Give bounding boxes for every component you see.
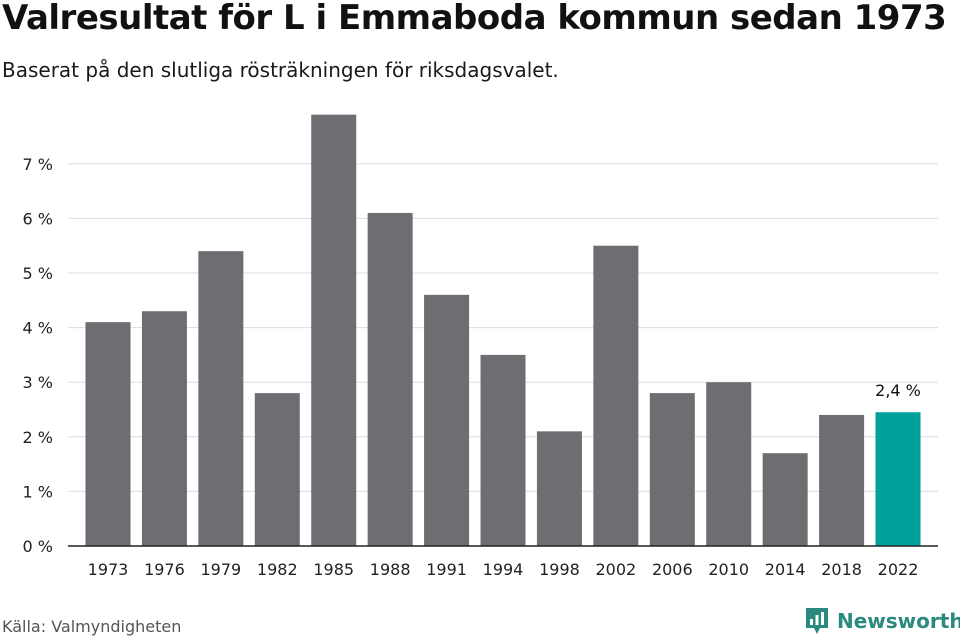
bar — [649, 393, 695, 546]
y-tick-label: 6 % — [23, 209, 53, 228]
x-tick-label: 2010 — [708, 560, 749, 579]
y-tick-label: 1 % — [23, 482, 53, 501]
bar — [424, 294, 470, 546]
bar — [536, 431, 582, 546]
x-tick-label: 1988 — [370, 560, 411, 579]
bar — [762, 453, 808, 546]
chart-title: Valresultat för L i Emmaboda kommun seda… — [2, 0, 947, 38]
annotations: 2,4 % — [875, 381, 921, 400]
y-tick-label: 7 % — [23, 155, 53, 174]
bar — [85, 322, 131, 546]
y-tick-label: 0 % — [23, 537, 53, 556]
bar-highlight — [875, 412, 921, 546]
newsworthy-logo-icon — [806, 608, 828, 634]
x-tick-label: 2022 — [878, 560, 919, 579]
brand-logo: Newsworthy — [804, 606, 960, 636]
x-tick-label: 1998 — [539, 560, 580, 579]
x-tick-label: 2014 — [765, 560, 806, 579]
x-tick-label: 1982 — [257, 560, 298, 579]
x-tick-label: 2006 — [652, 560, 693, 579]
bar — [198, 251, 244, 546]
x-tick-label: 1973 — [88, 560, 129, 579]
bar — [706, 382, 752, 546]
data-label: 2,4 % — [875, 381, 921, 400]
x-tick-label: 1994 — [483, 560, 524, 579]
bar — [311, 114, 357, 546]
y-tick-label: 5 % — [23, 264, 53, 283]
x-tick-label: 1985 — [313, 560, 354, 579]
x-tick-label: 1976 — [144, 560, 185, 579]
chart-subtitle: Baserat på den slutliga rösträkningen fö… — [2, 58, 559, 82]
x-tick-label: 2002 — [596, 560, 637, 579]
y-axis-ticks: 0 % 1 % 2 % 3 % 4 % 5 % 6 % 7 % — [23, 155, 53, 556]
bar — [367, 212, 413, 546]
source-note: Källa: Valmyndigheten — [2, 617, 182, 636]
y-tick-label: 3 % — [23, 373, 53, 392]
bars — [85, 114, 921, 546]
x-tick-label: 1991 — [426, 560, 467, 579]
y-tick-label: 2 % — [23, 428, 53, 447]
bar — [254, 393, 300, 546]
x-tick-label: 2018 — [821, 560, 862, 579]
bar — [141, 311, 187, 546]
bar — [593, 245, 639, 546]
brand-name: Newsworthy — [837, 609, 960, 633]
bar — [480, 354, 526, 546]
x-axis-ticks: 1973 1976 1979 1982 1985 1988 1991 1994 1998 2002… — [88, 560, 919, 579]
y-tick-label: 4 % — [23, 319, 53, 338]
bar-chart: 0 % 1 % 2 % 3 % 4 % 5 % 6 % 7 % 1973 1976 1979 198… — [23, 114, 938, 579]
x-tick-label: 1979 — [201, 560, 242, 579]
bar — [819, 414, 865, 546]
